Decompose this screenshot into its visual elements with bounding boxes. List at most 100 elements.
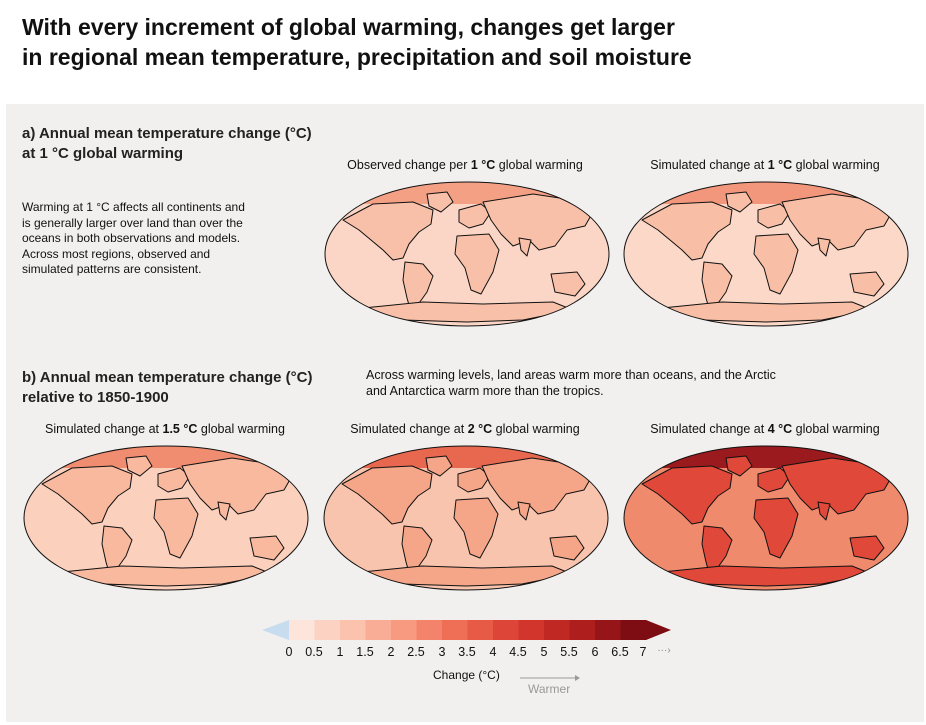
color-swatch bbox=[365, 620, 392, 640]
color-scale-label: Change (°C) bbox=[433, 668, 500, 682]
tick-label: 5 bbox=[540, 645, 548, 659]
continent-europe bbox=[157, 467, 191, 493]
section-b-note: Across warming levels, land areas warm m… bbox=[366, 368, 776, 399]
continent-antarctica bbox=[61, 565, 273, 587]
tick-label: 3.5 bbox=[458, 645, 476, 659]
label-text: Simulated change at bbox=[45, 422, 163, 436]
label-bold: 1 °C bbox=[767, 158, 793, 172]
section-a-title-line-1: a) Annual mean temperature change (°C) bbox=[22, 125, 312, 142]
label-text: global warming bbox=[792, 158, 880, 172]
color-swatch bbox=[518, 620, 545, 640]
map-outline bbox=[324, 181, 610, 327]
continent-northAmerica bbox=[41, 465, 133, 525]
cold-triangle bbox=[262, 620, 289, 640]
continent-greenland bbox=[725, 191, 753, 213]
map-simulated-2c bbox=[323, 445, 609, 591]
note-line: Across warming levels, land areas warm m… bbox=[366, 368, 776, 382]
warmer-arrow-icon bbox=[520, 675, 580, 681]
color-swatch bbox=[595, 620, 621, 640]
continent-africa bbox=[753, 497, 799, 559]
tick-label: 2.5 bbox=[407, 645, 425, 659]
color-swatch bbox=[544, 620, 570, 640]
arctic-band bbox=[325, 182, 609, 204]
tick-label: 6 bbox=[591, 645, 599, 659]
map-label-observed-1c: Observed change per 1 °C global warming bbox=[320, 158, 610, 172]
note-line: and Antarctica warm more than the tropic… bbox=[366, 383, 604, 398]
continent-europe bbox=[458, 203, 492, 229]
continent-northAmerica bbox=[641, 465, 733, 525]
tick-label: 3 bbox=[438, 645, 446, 659]
continent-india bbox=[518, 237, 532, 257]
label-text: Simulated change at bbox=[650, 422, 768, 436]
warmer-label: Warmer bbox=[520, 674, 580, 696]
continent-northAmerica bbox=[341, 465, 433, 525]
label-text: Observed change per bbox=[347, 158, 471, 172]
map-label-simulated-1-5c: Simulated change at 1.5 °C global warmin… bbox=[20, 422, 310, 436]
desc-line: Across most regions, observed and bbox=[22, 246, 211, 261]
continent-india bbox=[817, 237, 831, 257]
arctic-band bbox=[24, 446, 308, 468]
map-outline bbox=[23, 445, 309, 591]
color-swatch bbox=[467, 620, 494, 640]
label-bold: 4 °C bbox=[767, 422, 793, 436]
tick-label: 0 bbox=[285, 645, 293, 659]
arctic-band bbox=[624, 446, 908, 468]
color-swatch bbox=[314, 620, 341, 640]
continent-australia bbox=[549, 535, 585, 561]
desc-line: Warming at 1 °C affects all continents a… bbox=[22, 200, 245, 214]
color-swatch bbox=[493, 620, 519, 640]
title-line-2: in regional mean temperature, precipitat… bbox=[22, 44, 692, 70]
color-swatch bbox=[442, 620, 468, 640]
map-label-simulated-4c: Simulated change at 4 °C global warming bbox=[620, 422, 910, 436]
title-line-1: With every increment of global warming, … bbox=[22, 14, 675, 40]
hot-triangle bbox=[646, 620, 671, 640]
map-outline bbox=[623, 445, 909, 591]
main-title: With every increment of global warming, … bbox=[22, 12, 692, 72]
continent-antarctica bbox=[661, 301, 873, 323]
map-label-simulated-1c: Simulated change at 1 °C global warming bbox=[620, 158, 910, 172]
arctic-band bbox=[324, 446, 608, 468]
section-b-title-line-1: b) Annual mean temperature change (°C) bbox=[22, 369, 313, 386]
continent-europe bbox=[757, 467, 791, 493]
tick-label: 1 bbox=[336, 645, 344, 659]
tick-label: 5.5 bbox=[560, 645, 578, 659]
label-text: Simulated change at bbox=[350, 422, 468, 436]
label-bold: 1.5 °C bbox=[162, 422, 198, 436]
continent-africa bbox=[453, 497, 499, 559]
continent-greenland bbox=[125, 455, 153, 477]
continent-australia bbox=[849, 271, 885, 297]
continent-northAmerica bbox=[342, 201, 434, 261]
label-text: global warming bbox=[495, 158, 583, 172]
more-arrow-icon: ···› bbox=[657, 645, 671, 656]
map-simulated-1c bbox=[623, 181, 909, 327]
color-swatch bbox=[391, 620, 417, 640]
warmer-text: Warmer bbox=[528, 682, 571, 696]
label-text: global warming bbox=[492, 422, 580, 436]
continent-africa bbox=[454, 233, 500, 295]
continent-australia bbox=[249, 535, 285, 561]
continent-greenland bbox=[426, 191, 454, 213]
map-outline bbox=[623, 181, 909, 327]
continent-africa bbox=[753, 233, 799, 295]
continent-northAmerica bbox=[641, 201, 733, 261]
continent-india bbox=[217, 501, 231, 521]
desc-line: is generally larger over land than over … bbox=[22, 215, 243, 230]
color-swatch bbox=[569, 620, 596, 640]
continent-india bbox=[517, 501, 531, 521]
color-swatch bbox=[289, 620, 315, 640]
map-simulated-1-5c bbox=[23, 445, 309, 591]
label-bold: 1 °C bbox=[470, 158, 496, 172]
continent-australia bbox=[849, 535, 885, 561]
tick-label: 1.5 bbox=[356, 645, 374, 659]
map-simulated-4c bbox=[623, 445, 909, 591]
continent-africa bbox=[153, 497, 199, 559]
label-text: global warming bbox=[197, 422, 285, 436]
tick-label: 2 bbox=[387, 645, 395, 659]
section-a-title: a) Annual mean temperature change (°C) a… bbox=[22, 124, 312, 164]
color-swatch bbox=[620, 620, 647, 640]
continent-antarctica bbox=[361, 565, 573, 587]
continent-australia bbox=[550, 271, 586, 297]
continent-greenland bbox=[725, 455, 753, 477]
tick-label: 4.5 bbox=[509, 645, 527, 659]
section-a-title-line-2: at 1 °C global warming bbox=[22, 145, 184, 162]
